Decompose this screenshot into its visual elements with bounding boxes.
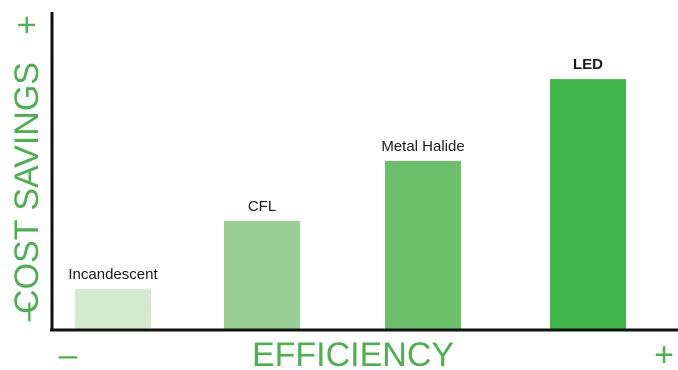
y-axis-title: COST SAVINGS <box>8 62 46 314</box>
bar-label-led: LED <box>573 56 603 73</box>
bar-metal-halide <box>385 160 461 330</box>
bar-incandescent <box>75 289 151 330</box>
bars-layer <box>75 79 626 330</box>
bar-label-cfl: CFL <box>248 198 276 215</box>
y-axis-min-label: – <box>8 302 46 321</box>
bar-labels-layer: Incandescent CFL Metal Halide LED <box>68 56 603 283</box>
x-axis-min-label: – <box>59 336 78 370</box>
y-axis-max-label: + <box>8 15 46 35</box>
bar-led <box>550 79 626 330</box>
bar-label-incandescent: Incandescent <box>68 266 158 283</box>
x-axis-max-label: + <box>654 336 674 370</box>
bar-label-metal-halide: Metal Halide <box>381 138 464 155</box>
bar-cfl <box>224 220 300 330</box>
x-axis-title: EFFICIENCY <box>252 336 454 370</box>
